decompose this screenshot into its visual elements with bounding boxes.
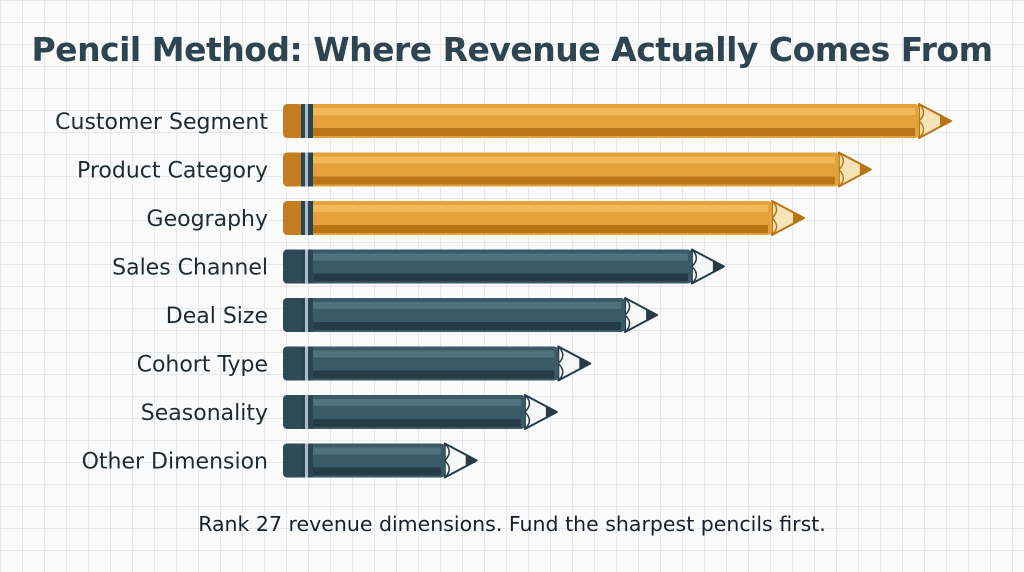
pencil-bar bbox=[283, 248, 725, 285]
category-label: Deal Size bbox=[166, 304, 268, 329]
pencil-bar bbox=[283, 297, 659, 333]
category-label: Cohort Type bbox=[137, 353, 268, 378]
pencil-facet-shade bbox=[313, 176, 835, 185]
pencil-wood-edge bbox=[623, 297, 631, 333]
pencil-ferrule-band bbox=[305, 443, 308, 478]
pencil-ferrule-band bbox=[305, 298, 308, 332]
pencil-facet-highlight bbox=[313, 399, 521, 406]
pencil-eraser bbox=[283, 395, 303, 429]
pencil-eraser bbox=[283, 346, 303, 381]
pencil-facet-shade bbox=[313, 370, 555, 379]
pencil-ferrule-band bbox=[305, 395, 308, 429]
pencil-ferrule-band bbox=[305, 152, 308, 187]
pencil-facet-highlight bbox=[313, 253, 688, 261]
pencil-bar bbox=[283, 442, 478, 479]
pencil-ferrule-band bbox=[305, 104, 308, 138]
pencil-lead bbox=[545, 407, 557, 417]
category-label: Other Dimension bbox=[82, 450, 268, 475]
pencil-facet-shade bbox=[313, 467, 441, 476]
pencil-facet-shade bbox=[313, 419, 521, 427]
pencil-lead bbox=[712, 261, 724, 272]
pencil-eraser bbox=[283, 298, 303, 332]
pencil-lead bbox=[859, 164, 871, 175]
pencil-facet-highlight bbox=[313, 156, 835, 164]
category-label: Geography bbox=[147, 207, 268, 232]
pencil-ferrule-band bbox=[305, 201, 308, 235]
pencil-facet-shade bbox=[313, 273, 688, 282]
pencil-lead bbox=[579, 358, 591, 369]
pencil-facet-shade bbox=[313, 128, 915, 136]
pencil-eraser bbox=[283, 201, 303, 235]
pencil-eraser bbox=[283, 104, 303, 138]
category-label: Sales Channel bbox=[112, 256, 268, 281]
pencil-facet-highlight bbox=[313, 205, 769, 212]
pencil-facet-highlight bbox=[313, 447, 441, 455]
pencil-eraser bbox=[283, 443, 303, 478]
pencil-bar bbox=[283, 345, 592, 382]
category-label: Customer Segment bbox=[55, 110, 268, 135]
pencil-lead bbox=[940, 116, 951, 126]
pencil-eraser bbox=[283, 249, 303, 284]
category-labels: Customer Segment Product Category Geograph… bbox=[55, 110, 268, 475]
pencil-facet-highlight bbox=[313, 108, 915, 115]
pencil-lead bbox=[465, 455, 477, 466]
pencil-facet-shade bbox=[313, 225, 769, 233]
pencil-bar bbox=[283, 151, 872, 188]
pencil-eraser bbox=[283, 152, 303, 187]
pencil-bar bbox=[283, 103, 952, 139]
chart-title: Pencil Method: Where Revenue Actually Co… bbox=[31, 30, 993, 69]
category-label: Seasonality bbox=[141, 401, 268, 426]
chart-subtitle: Rank 27 revenue dimensions. Fund the sha… bbox=[198, 512, 826, 536]
pencil-facet-highlight bbox=[313, 302, 622, 309]
pencil-bar bbox=[283, 200, 806, 236]
pencil-bar bbox=[283, 394, 558, 430]
pencil-facet-highlight bbox=[313, 350, 555, 358]
pencil-ferrule-band bbox=[305, 346, 308, 381]
pencil-bars bbox=[283, 103, 952, 479]
category-label: Product Category bbox=[77, 159, 268, 184]
pencil-ferrule-band bbox=[305, 249, 308, 284]
pencil-lead bbox=[793, 213, 805, 223]
pencil-facet-shade bbox=[313, 322, 622, 330]
pencil-lead bbox=[646, 310, 658, 320]
